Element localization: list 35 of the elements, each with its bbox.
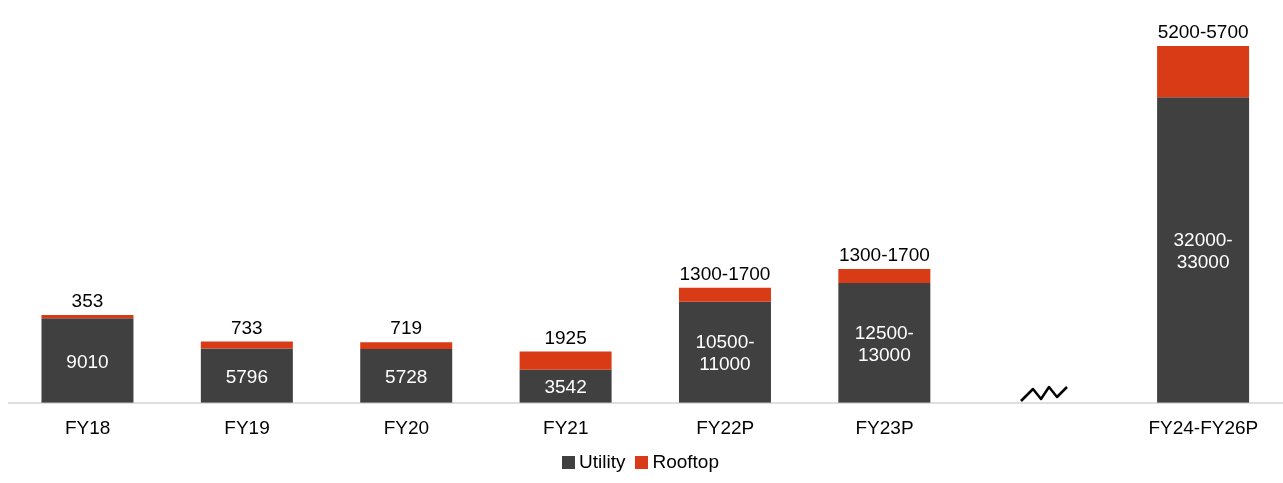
data-label: 12500-13000 [854, 322, 914, 366]
x-tick-label: FY19 [224, 417, 270, 439]
data-label: 5728 [385, 366, 428, 388]
bar [1157, 97, 1250, 403]
data-label: 1925 [544, 326, 587, 348]
data-label: 9010 [66, 350, 109, 372]
data-label: 5200-5700 [1157, 21, 1249, 42]
bar [360, 342, 453, 350]
data-label: 353 [71, 289, 104, 311]
data-label: 3542 [544, 376, 587, 398]
bar [678, 301, 771, 403]
bar [519, 351, 612, 370]
bar [678, 287, 771, 302]
bar [838, 283, 931, 403]
data-label: 733 [230, 316, 263, 338]
bar [41, 318, 134, 403]
data-label: 5796 [225, 365, 268, 387]
bar [838, 268, 931, 284]
bar [41, 314, 134, 319]
bar [360, 349, 453, 403]
x-tick-label: FY24-FY26P [1148, 417, 1259, 439]
legend-label: Rooftop [652, 451, 719, 472]
bar [200, 348, 293, 403]
data-label: 719 [390, 317, 423, 339]
data-label: 1300-1700 [838, 243, 930, 265]
x-tick-label: FY18 [64, 417, 111, 439]
data-label: 32000-33000 [1173, 229, 1233, 273]
x-tick-label: FY21 [543, 417, 589, 439]
bar [1157, 46, 1250, 98]
legend-label: Utility [579, 451, 626, 472]
x-tick-label: FY20 [383, 417, 430, 439]
x-tick-label: FY23P [855, 417, 914, 439]
data-label: 10500-11000 [695, 331, 755, 375]
x-tick-label: FY22P [696, 417, 755, 439]
data-label: 1300-1700 [679, 262, 771, 284]
